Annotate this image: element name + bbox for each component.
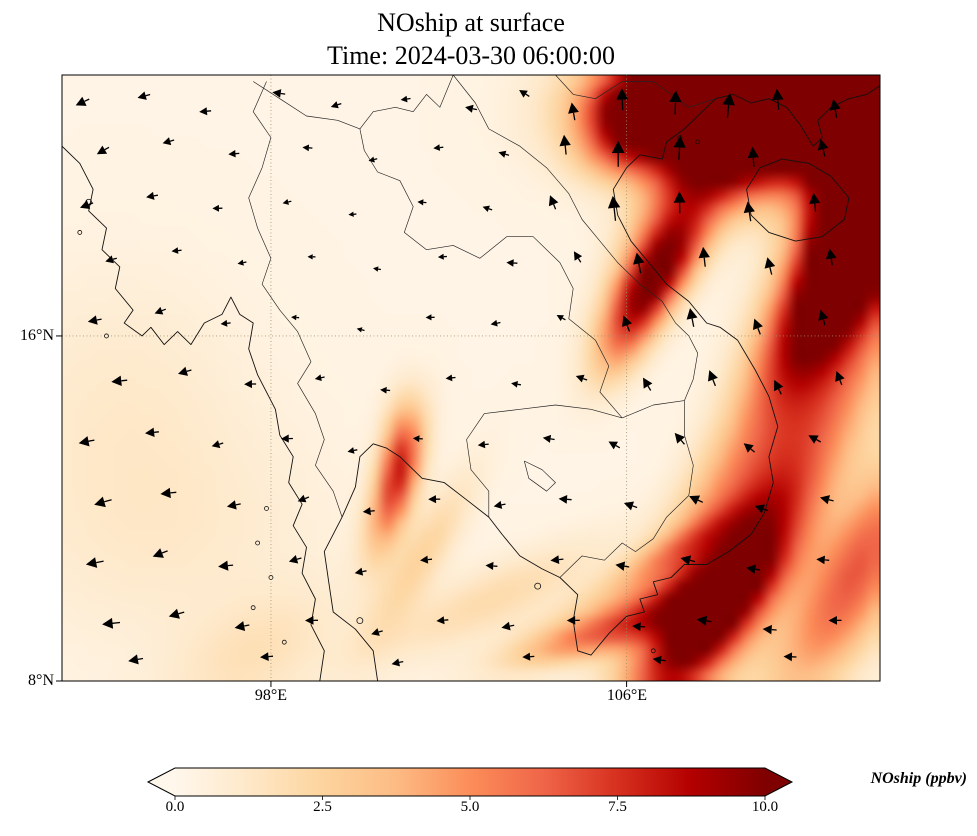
colorbar-label: NOship (ppbv)	[870, 770, 967, 787]
heatmap-canvas	[62, 75, 880, 681]
colorbar-tick-label: 0.0	[165, 799, 185, 815]
colorbar-tick-label: 5.0	[460, 799, 480, 815]
y-tick-label-8n: 8°N	[28, 672, 54, 689]
colorbar-tick-label: 10.0	[751, 799, 779, 815]
figure-title: NOship at surface Time: 2024-03-30 06:00…	[62, 6, 880, 72]
colorbar-tick-marks	[174, 796, 766, 800]
title-time: Time: 2024-03-30 06:00:00	[327, 41, 615, 70]
colorbar-tick-label: 2.5	[313, 799, 332, 815]
colorbar	[146, 767, 794, 797]
x-tick-label-98e: 98°E	[254, 687, 288, 704]
colorbar-tick-label: 7.5	[608, 799, 627, 815]
y-tick-label-16n: 16°N	[20, 327, 54, 344]
x-tick-label-106e: 106°E	[606, 687, 648, 704]
title-variable: NOship at surface	[377, 8, 565, 37]
